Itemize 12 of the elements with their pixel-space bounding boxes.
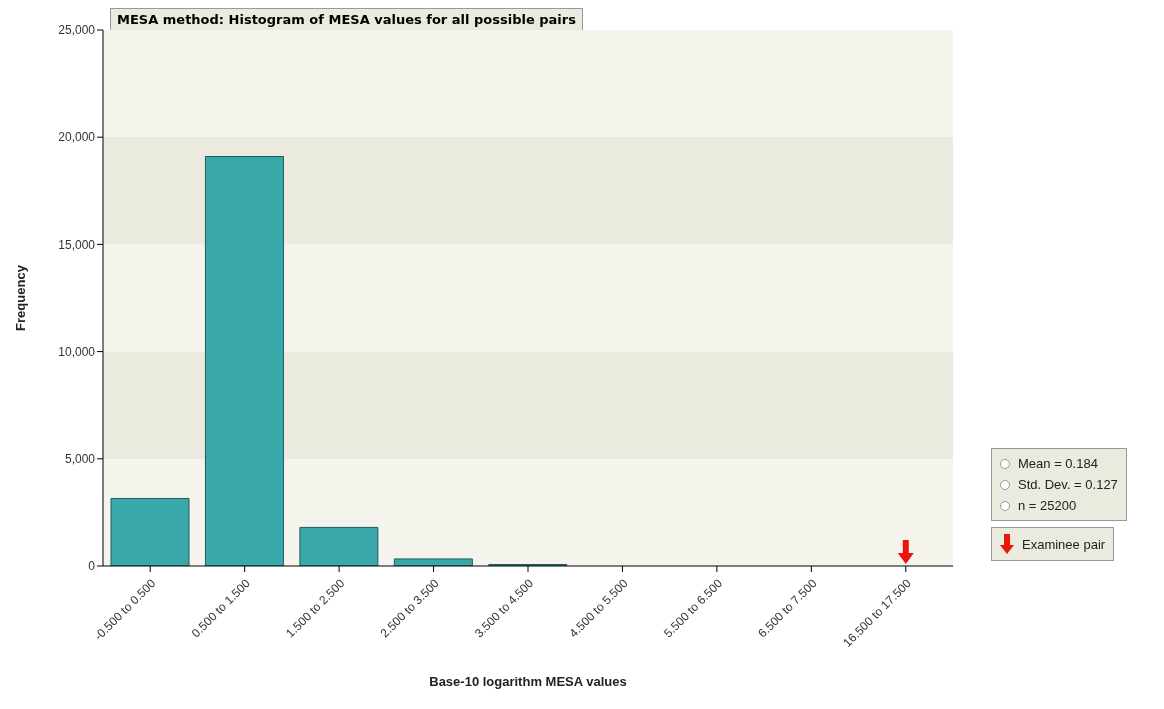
text: Examinee pair xyxy=(1022,536,1106,552)
y-axis-title: Frequency xyxy=(12,264,28,331)
text: Std. Dev. = 0.127 xyxy=(1018,477,1118,492)
y-tick-label: 25,000 xyxy=(58,23,96,38)
y-tick-label: 15,000 xyxy=(58,237,96,252)
text: n = 25200 xyxy=(1018,498,1077,513)
y-tick-label: 10,000 xyxy=(58,344,96,359)
y-tick-label: 5,000 xyxy=(64,452,96,467)
text: Mean = 0.184 xyxy=(1018,456,1098,471)
y-tick-label: 0 xyxy=(88,559,96,574)
x-axis-title: Base-10 logarithm MESA values xyxy=(429,674,627,689)
y-tick-label: 20,000 xyxy=(58,130,96,145)
